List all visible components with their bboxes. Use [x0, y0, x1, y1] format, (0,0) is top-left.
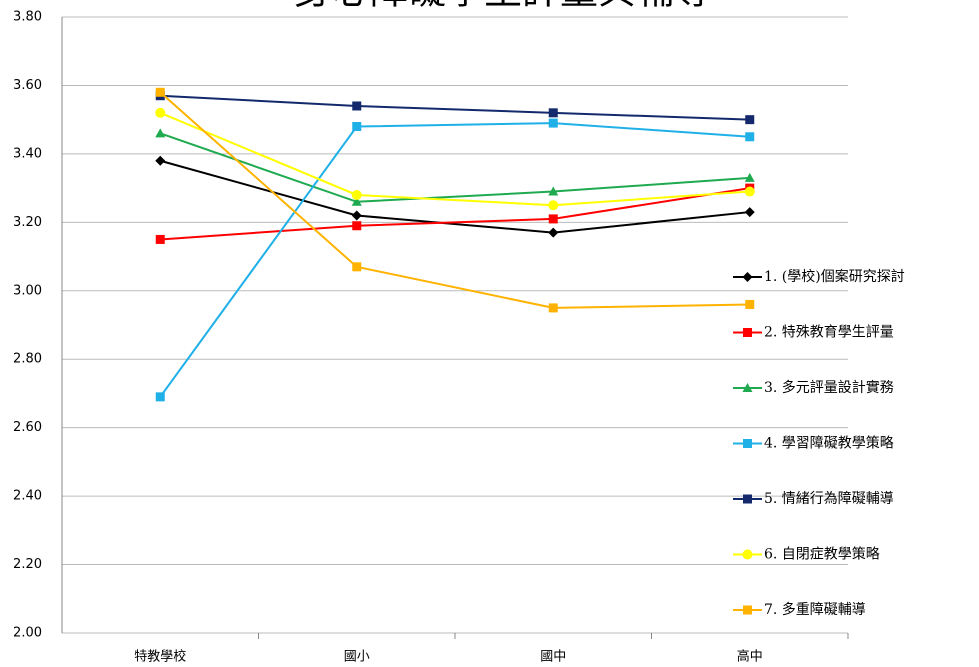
legend-label: 2. 特殊教育學生評量 — [764, 325, 894, 341]
series-line — [159, 159, 750, 234]
marker — [744, 207, 755, 218]
marker — [743, 605, 752, 615]
chart-title: 身心障礙學生評量與輔導 — [294, 0, 712, 13]
y-tick-label: 3.00 — [13, 283, 42, 298]
marker — [743, 439, 752, 448]
y-tick-label: 2.80 — [13, 352, 42, 367]
marker — [155, 128, 166, 138]
series-line — [159, 132, 750, 203]
marker — [743, 494, 752, 504]
marker — [351, 210, 362, 221]
marker — [548, 214, 558, 224]
marker — [548, 186, 559, 196]
marker — [548, 303, 558, 313]
series-line — [159, 111, 750, 207]
marker — [352, 101, 362, 111]
legend-label: 6. 自閉症教學策略 — [764, 546, 880, 563]
y-tick-label: 3.40 — [13, 146, 42, 161]
marker — [155, 392, 165, 402]
y-tick-label: 2.20 — [13, 557, 42, 572]
legend-label: 1. (學校)個案研究探討 — [764, 268, 905, 285]
y-tick-label: 3.20 — [13, 215, 42, 230]
marker — [744, 186, 755, 197]
x-tick-label: 國小 — [344, 650, 370, 665]
marker — [352, 262, 362, 272]
marker — [743, 328, 752, 337]
series-line — [160, 94, 750, 121]
y-tick-label: 2.40 — [13, 489, 42, 504]
marker — [352, 221, 362, 231]
marker — [742, 272, 753, 282]
y-tick-label: 3.80 — [13, 10, 42, 25]
legend-label: 4. 學習障礙教學策略 — [764, 435, 894, 452]
marker — [745, 299, 755, 309]
marker — [155, 234, 165, 244]
marker — [745, 132, 755, 142]
y-tick-label: 2.60 — [13, 420, 42, 435]
marker — [548, 108, 558, 118]
marker — [155, 155, 166, 166]
x-tick-label: 特教學校 — [134, 649, 186, 665]
marker — [351, 196, 362, 206]
series-line — [160, 187, 750, 241]
series-line — [159, 91, 750, 309]
marker — [352, 122, 362, 132]
x-tick-label: 高中 — [737, 649, 763, 665]
y-tick-label: 3.60 — [13, 78, 42, 93]
marker — [744, 172, 755, 182]
series-line — [159, 122, 750, 398]
marker — [548, 200, 559, 211]
marker — [155, 107, 166, 118]
legend-label: 3. 多元評量設計實務 — [764, 379, 894, 396]
marker — [742, 383, 753, 392]
marker — [745, 115, 755, 125]
marker — [742, 549, 753, 560]
marker — [548, 227, 559, 238]
y-tick-label: 2.00 — [13, 626, 42, 641]
marker — [351, 189, 362, 200]
x-tick-label: 國中 — [540, 650, 566, 665]
legend-label: 5. 情緒行為障礙輔導 — [764, 491, 894, 507]
marker — [155, 87, 165, 97]
legend-label: 7. 多重障礙輔導 — [764, 601, 866, 618]
marker — [548, 118, 558, 128]
